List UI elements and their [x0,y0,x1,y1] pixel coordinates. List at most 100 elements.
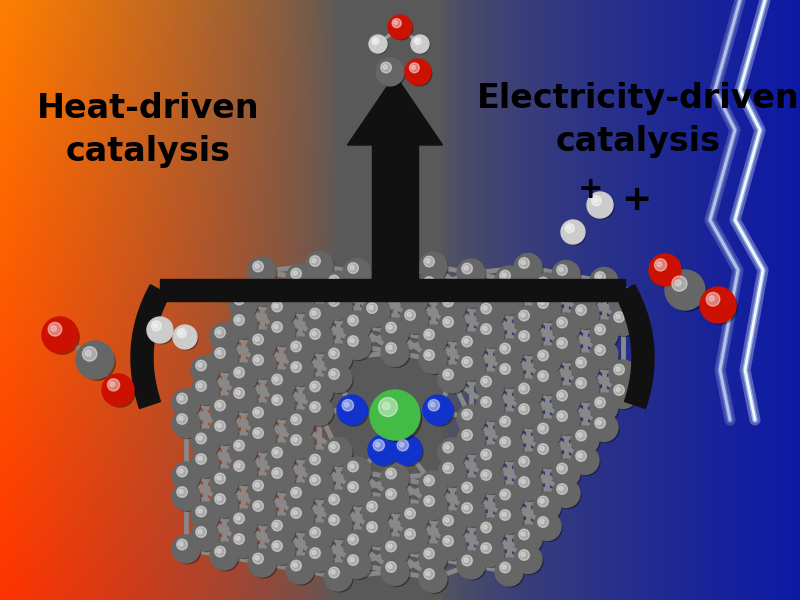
Circle shape [329,296,339,307]
Circle shape [229,383,257,412]
Circle shape [388,565,392,569]
Circle shape [286,503,314,532]
Circle shape [177,414,187,424]
Circle shape [255,410,259,414]
Circle shape [378,397,398,416]
Circle shape [457,405,485,433]
Circle shape [500,562,510,573]
Circle shape [350,338,354,343]
Circle shape [500,437,510,448]
Circle shape [464,266,468,270]
Circle shape [372,38,379,44]
Circle shape [521,459,525,463]
Circle shape [388,325,392,329]
Circle shape [567,226,570,230]
Circle shape [346,334,372,361]
Circle shape [478,448,505,474]
Circle shape [381,464,409,492]
Circle shape [198,383,202,388]
Circle shape [597,347,601,352]
Circle shape [561,220,585,244]
Circle shape [592,322,619,349]
Circle shape [442,296,454,307]
Circle shape [402,527,429,553]
Circle shape [554,388,581,415]
Circle shape [310,381,320,392]
Circle shape [500,270,510,281]
Circle shape [578,307,582,311]
Circle shape [426,259,430,263]
Circle shape [422,328,448,354]
Circle shape [457,352,485,380]
Circle shape [179,542,183,546]
Circle shape [445,518,449,522]
Circle shape [669,274,706,311]
Circle shape [481,449,491,460]
Circle shape [324,563,352,591]
Circle shape [307,452,334,479]
Circle shape [172,482,200,511]
Circle shape [305,523,333,551]
Circle shape [518,456,530,467]
Circle shape [597,274,601,278]
Circle shape [150,319,174,344]
Circle shape [307,473,334,499]
Circle shape [194,452,220,478]
Circle shape [236,536,240,541]
Circle shape [324,437,352,466]
Circle shape [194,431,220,458]
Circle shape [533,439,561,467]
Circle shape [559,340,563,344]
Circle shape [411,65,415,70]
Circle shape [348,482,358,493]
Circle shape [502,512,506,517]
Circle shape [514,400,542,427]
Circle shape [478,374,505,401]
Circle shape [331,278,335,282]
Circle shape [288,360,315,386]
Circle shape [538,423,549,434]
Circle shape [464,433,468,437]
Circle shape [105,377,135,407]
Circle shape [459,334,486,361]
Circle shape [438,532,466,559]
Circle shape [293,271,297,275]
Circle shape [255,337,259,341]
Circle shape [557,390,567,401]
Circle shape [518,476,530,487]
Circle shape [552,334,580,361]
Circle shape [234,513,245,524]
Circle shape [405,529,415,539]
Circle shape [312,530,316,534]
Circle shape [248,549,276,577]
Circle shape [611,383,638,409]
Circle shape [516,329,543,355]
Circle shape [521,553,525,557]
Circle shape [462,503,473,514]
Circle shape [229,311,257,338]
Circle shape [231,532,258,559]
Circle shape [290,487,302,498]
Circle shape [250,332,277,359]
Circle shape [516,256,543,283]
Circle shape [374,40,376,42]
Circle shape [177,329,186,338]
Circle shape [554,316,581,342]
Circle shape [438,458,466,487]
Circle shape [438,511,466,539]
Circle shape [594,272,606,283]
Circle shape [388,15,412,39]
Circle shape [483,400,487,404]
Circle shape [194,358,220,385]
Circle shape [445,445,449,449]
Circle shape [464,412,468,416]
Circle shape [424,496,434,506]
Circle shape [388,272,392,277]
Circle shape [672,276,687,291]
Circle shape [457,332,485,360]
Circle shape [457,425,485,454]
Circle shape [590,268,618,295]
Circle shape [597,400,601,404]
Circle shape [274,304,278,308]
Circle shape [414,38,421,44]
